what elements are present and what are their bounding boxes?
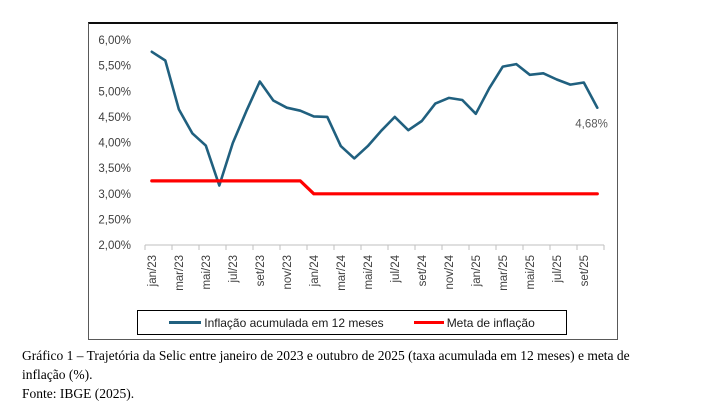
x-axis-label: jul/23 (228, 255, 240, 284)
x-axis-label: jan/24 (309, 254, 321, 287)
y-axis-label: 4,50% (98, 112, 131, 124)
x-axis-label: mar/23 (174, 255, 186, 291)
x-axis-label: nov/24 (444, 254, 456, 289)
x-axis-label: jul/25 (552, 255, 564, 284)
x-axis-label: mai/23 (201, 255, 213, 290)
y-axis-label: 2,50% (98, 214, 131, 226)
x-axis-label: set/24 (417, 254, 429, 286)
y-axis-label: 5,50% (98, 61, 131, 73)
legend-item-inflation: Inflação acumulada em 12 meses (169, 315, 384, 330)
y-axis-label: 2,00% (98, 240, 131, 252)
y-axis-label: 3,50% (98, 163, 131, 175)
last-value-annotation: 4,68% (575, 119, 608, 131)
line-chart: 6,00% 5,50% 5,00% 4,50% 4,00% 3,50% 3,00% 2,50%… (98, 35, 608, 291)
y-axis-label: 4,00% (98, 138, 131, 150)
legend-label-target: Meta de inflação (446, 315, 535, 330)
y-axis-label: 3,00% (98, 189, 131, 201)
caption-line-2: inflação (%). (22, 367, 93, 382)
chart-legend: Inflação acumulada em 12 meses Meta de i… (137, 310, 567, 335)
x-axis-label: set/23 (255, 255, 267, 286)
legend-item-target: Meta de inflação (413, 315, 535, 330)
x-axis-label: set/25 (579, 255, 591, 286)
caption-source: Fonte: IBGE (2025). (22, 386, 135, 401)
y-axis-label: 6,00% (98, 35, 131, 47)
caption-line-1: Gráfico 1 – Trajetória da Selic entre ja… (22, 348, 630, 363)
x-axis-label: jan/23 (147, 255, 159, 287)
x-axis-label: mar/24 (336, 254, 348, 290)
x-axis-label: mai/25 (525, 255, 537, 290)
x-axis-label: mai/24 (363, 254, 375, 289)
figure-caption: Gráfico 1 – Trajetória da Selic entre ja… (22, 346, 698, 403)
x-axis-label: nov/23 (282, 255, 294, 290)
inflation-series-line (150, 50, 599, 187)
x-axis-label: jan/25 (471, 255, 483, 287)
x-axis-label: mar/25 (498, 255, 510, 291)
inflation-line-sample-icon (169, 321, 202, 324)
legend-label-inflation: Inflação acumulada em 12 meses (204, 315, 384, 330)
x-axis-label: jul/24 (390, 254, 402, 283)
target-line-sample-icon (413, 320, 444, 325)
y-axis-label: 5,00% (98, 86, 131, 98)
target-series-line (150, 179, 599, 196)
chart-container: 6,00% 5,50% 5,00% 4,50% 4,00% 3,50% 3,00% 2,50%… (88, 22, 618, 340)
